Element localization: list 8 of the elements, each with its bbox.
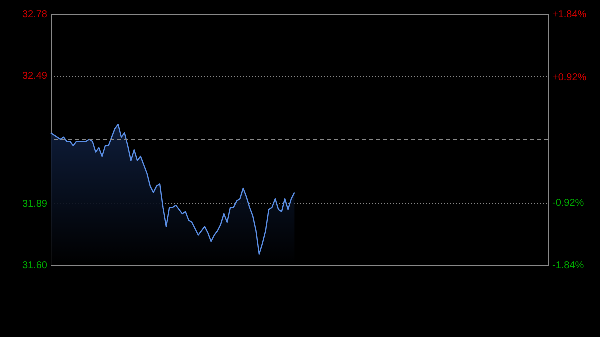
y2-tick-label: +0.92%	[552, 72, 587, 84]
y2-tick-label: -1.84%	[552, 260, 584, 272]
y2-tick-label: -0.92%	[552, 198, 584, 209]
y-tick-label: 31.60	[22, 260, 48, 272]
y2-tick-label: +1.84%	[552, 10, 587, 20]
y-tick-label: 31.89	[22, 198, 48, 210]
y-tick-label: 32.49	[22, 71, 48, 82]
y-tick-label: 32.78	[22, 10, 48, 20]
